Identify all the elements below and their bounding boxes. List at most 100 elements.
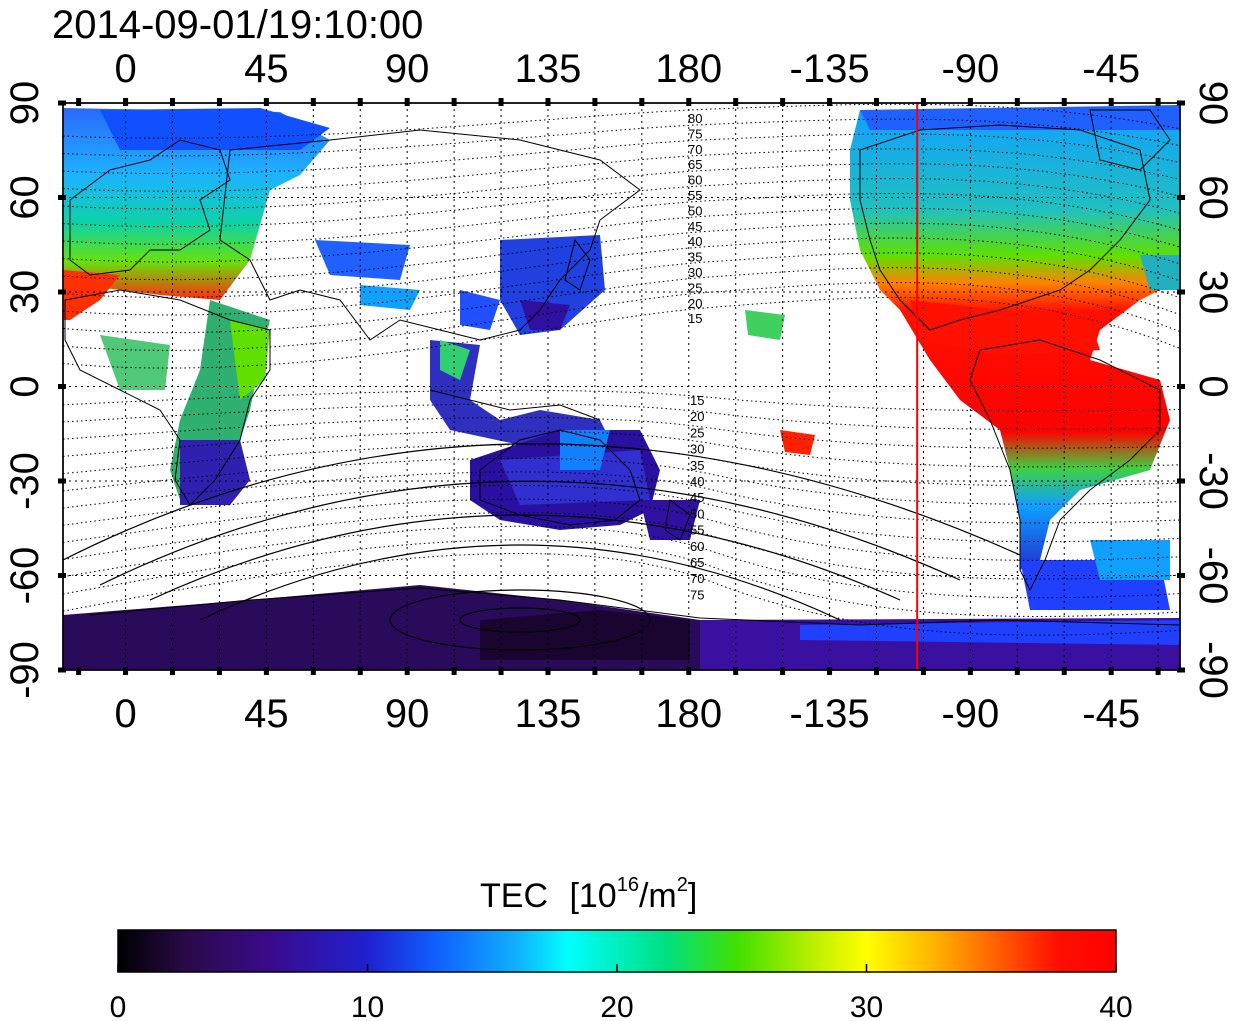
maglat-label: 30 [688, 265, 702, 280]
maglat-contour [63, 485, 1180, 543]
lat-tick-label-right: -30 [1191, 452, 1235, 510]
colorbar-title: TEC [1016/m2] [480, 874, 697, 915]
maglat-label: 80 [688, 111, 702, 126]
maglat-contour [63, 267, 1180, 334]
maglat-label: 50 [690, 506, 704, 521]
map-content [63, 103, 1180, 670]
lat-tick-label-left: 60 [3, 175, 47, 220]
map-title: 2014-09-01/19:10:00 [52, 3, 423, 47]
maglat-contour [63, 148, 1180, 192]
maglat-contour [63, 553, 1180, 636]
maglat-label: 15 [690, 393, 704, 408]
maglat-label: 55 [690, 523, 704, 538]
maglat-label: 25 [690, 425, 704, 440]
maglat-label: 30 [690, 442, 704, 457]
maglat-label: 65 [690, 555, 704, 570]
maglat-contour [63, 471, 1180, 524]
lat-tick-label-right: 60 [1191, 175, 1235, 220]
coastlines [64, 109, 1180, 626]
colorbar-tick-label: 40 [1099, 991, 1132, 1021]
maglat-label: 55 [688, 188, 702, 203]
lon-tick-label-top: 90 [385, 47, 430, 91]
colorbar-unit-suffix: ] [688, 877, 697, 915]
maglat-label: 40 [690, 474, 704, 489]
magnetic-latitude-contours [63, 103, 1180, 636]
maglat-label: 70 [690, 571, 704, 586]
lon-tick-label-bottom: 0 [114, 692, 136, 736]
maglat-contour [63, 498, 1180, 561]
maglat-label: 75 [688, 126, 702, 141]
lat-tick-label-right: 0 [1191, 375, 1235, 397]
lon-tick-label-bottom: -135 [790, 692, 870, 736]
lat-tick-label-right: -90 [1191, 641, 1235, 699]
maglat-label: 20 [690, 409, 704, 424]
maglat-label: 45 [688, 219, 702, 234]
lat-tick-label-left: -90 [3, 641, 47, 699]
lat-tick-label-right: -60 [1191, 547, 1235, 605]
lon-ticks-bottom: 0 45 90 135 180 -135 -90 -45 [114, 692, 1140, 736]
colorbar-unit-mid: /m [639, 877, 677, 915]
lon-tick-label-bottom: 180 [655, 692, 722, 736]
colorbar-tick-label: 10 [351, 991, 384, 1021]
lon-tick-label-top: 135 [515, 47, 582, 91]
colorbar-quantity: TEC [480, 877, 548, 915]
maglat-contour [63, 207, 1180, 263]
maglat-label: 60 [690, 539, 704, 554]
map-border [62, 102, 1181, 671]
lat-tick-label-left: -60 [3, 547, 47, 605]
colorbar-unit-prefix: [10 [569, 877, 616, 915]
lon-tick-label-top: -135 [790, 47, 870, 91]
lon-tick-label-top: -90 [941, 47, 999, 91]
maglat-label: 70 [688, 142, 702, 157]
maglat-label: 65 [688, 157, 702, 172]
maglat-contour [63, 525, 1180, 599]
maglat-contour [63, 252, 1180, 316]
maglat-contour [63, 178, 1180, 228]
tec-data-patches [63, 105, 1180, 670]
lat-lon-grid [63, 103, 1180, 670]
lon-tick-label-top: 0 [114, 47, 136, 91]
lon-tick-label-bottom: 135 [515, 692, 582, 736]
maglat-contour [63, 430, 1180, 468]
lon-tick-label-bottom: -90 [941, 692, 999, 736]
colorbar-tick-label: 0 [110, 991, 127, 1021]
lat-ticks-left: 90 60 30 0 -30 -60 -90 [3, 81, 47, 699]
colorbar-unit-exp: 16 [617, 874, 639, 896]
maglat-contour [63, 163, 1180, 210]
lon-tick-label-bottom: 90 [385, 692, 430, 736]
maglat-label: 75 [690, 587, 704, 602]
lat-tick-label-left: 30 [3, 270, 47, 315]
maglat-label: 45 [690, 490, 704, 505]
lat-tick-label-left: 90 [3, 81, 47, 126]
maglat-contour [63, 512, 1180, 580]
maglat-label: 15 [688, 311, 702, 326]
maglat-label: 25 [688, 280, 702, 295]
lon-ticks-top: 0 45 90 135 180 -135 -90 -45 [114, 47, 1140, 91]
maglat-label: 35 [688, 250, 702, 265]
lat-ticks-right: 90 60 30 0 -30 -60 -90 [1191, 81, 1235, 699]
lon-tick-label-bottom: -45 [1082, 692, 1140, 736]
maglat-contour [63, 539, 1180, 617]
lon-tick-label-bottom: 45 [244, 692, 289, 736]
colorbar-tick-label: 30 [850, 991, 883, 1021]
colorbar-ticks: 0 10 20 30 40 [110, 964, 1133, 1021]
colorbar-unit-exp2: 2 [677, 874, 688, 896]
maglat-contour [63, 237, 1180, 298]
maglat-contour [63, 417, 1180, 449]
maglat-label: 40 [688, 234, 702, 249]
maglat-label: 50 [688, 203, 702, 218]
frame-ticks [58, 98, 1185, 675]
lat-tick-label-left: -30 [3, 452, 47, 510]
maglat-label: 60 [688, 173, 702, 188]
lon-tick-label-top: 180 [655, 47, 722, 91]
maglat-contour [63, 282, 1180, 351]
maglat-contour [63, 192, 1180, 245]
lat-tick-label-left: 0 [3, 375, 47, 397]
maglat-label: 20 [688, 296, 702, 311]
maglat-contour [63, 296, 1180, 369]
lon-tick-label-top: -45 [1082, 47, 1140, 91]
lat-tick-label-right: 30 [1191, 270, 1235, 315]
maglat-label: 35 [690, 458, 704, 473]
lon-tick-label-top: 45 [244, 47, 289, 91]
